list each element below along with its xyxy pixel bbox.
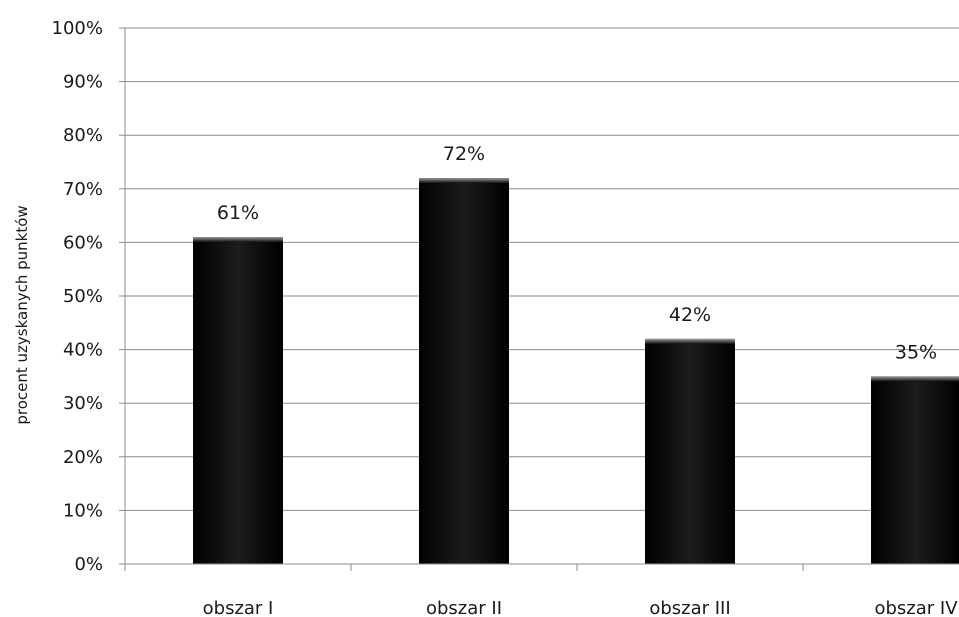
y-tick-label: 10% [63, 500, 103, 521]
y-tick-label: 100% [52, 18, 103, 39]
y-axis-title: procent uzyskanych punktów [13, 205, 31, 424]
y-tick-label: 90% [63, 72, 103, 93]
x-category-label: obszar I [203, 598, 274, 617]
bar [871, 376, 959, 564]
y-tick-label: 40% [63, 340, 103, 361]
data-labels: 61% 72% 42% 35% [217, 143, 937, 363]
y-tick-label: 0% [74, 554, 103, 575]
bar-top-highlight [645, 338, 735, 344]
data-label: 42% [669, 304, 711, 326]
data-label: 61% [217, 202, 259, 224]
y-tick-label: 60% [63, 232, 103, 253]
bar-top-highlight [419, 178, 509, 184]
y-tick-label: 50% [63, 286, 103, 307]
y-tick-label: 30% [63, 393, 103, 414]
y-tick-label: 70% [63, 179, 103, 200]
y-axis-ticks: 0% 10% 20% 30% 40% 50% 60% 70% 80% 90% 100% [52, 18, 125, 575]
bar [193, 237, 283, 565]
data-label: 35% [895, 341, 937, 363]
x-category-label: obszar II [426, 598, 502, 617]
bars [193, 178, 959, 565]
x-category-label: obszar III [649, 598, 730, 617]
y-tick-label: 20% [63, 447, 103, 468]
bar-top-highlight [193, 237, 283, 243]
bar [645, 338, 735, 564]
x-axis: obszar I obszar II obszar III obszar IV [124, 28, 959, 617]
y-tick-label: 80% [63, 125, 103, 146]
bar-top-highlight [871, 376, 959, 382]
x-category-label: obszar IV [874, 598, 958, 617]
data-label: 72% [443, 143, 485, 165]
bar [419, 178, 509, 564]
